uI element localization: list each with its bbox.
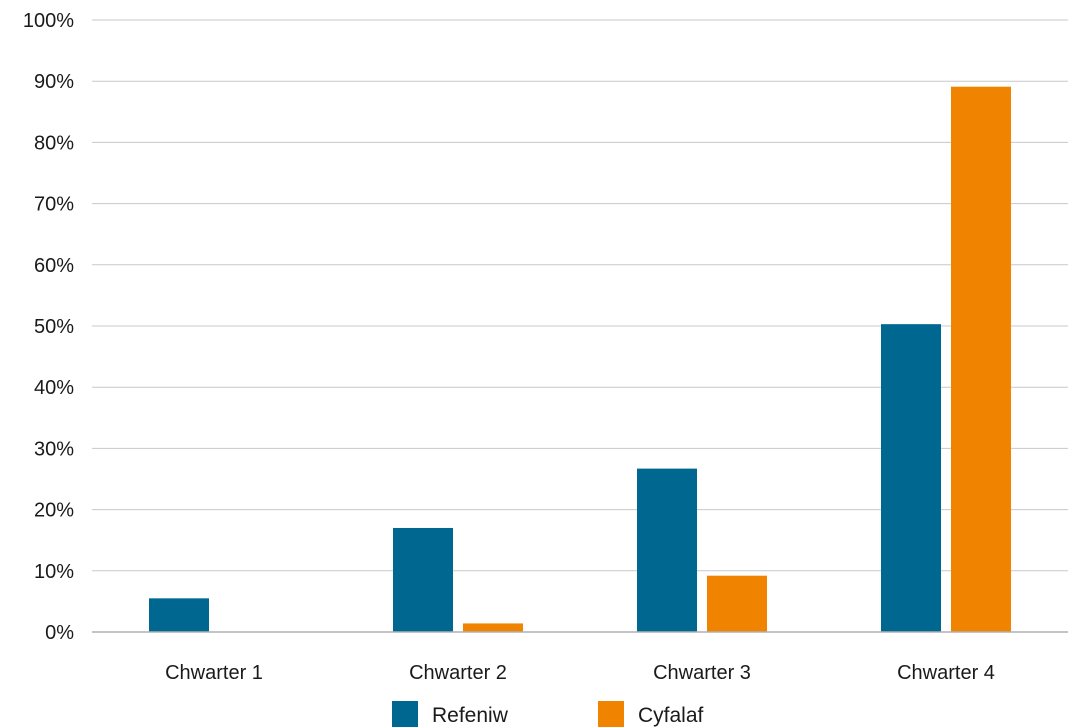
- bar-refeniw-1: [149, 598, 209, 632]
- legend-swatch-refeniw: [392, 701, 418, 727]
- y-axis-labels: 0% 10% 20% 30% 40% 50% 60% 70% 80% 90% 100%: [23, 10, 74, 644]
- y-tick-label: 10%: [34, 561, 74, 583]
- bar-refeniw-4: [881, 324, 941, 632]
- bar-refeniw-2: [393, 527, 453, 632]
- y-tick-label: 80%: [34, 132, 74, 154]
- y-tick-label: 0%: [45, 622, 74, 644]
- y-tick-label: 90%: [34, 71, 74, 93]
- legend-label-refeniw: Refeniw: [432, 704, 509, 727]
- y-tick-label: 70%: [34, 194, 74, 216]
- y-tick-label: 60%: [34, 255, 74, 277]
- y-tick-label: 50%: [34, 316, 74, 338]
- legend: Refeniw Cyfalaf: [392, 701, 704, 727]
- gridlines: [92, 19, 1068, 572]
- legend-label-cyfalaf: Cyfalaf: [638, 704, 704, 727]
- y-tick-label: 40%: [34, 377, 74, 399]
- x-tick-label: Chwarter 2: [409, 662, 507, 684]
- x-tick-label: Chwarter 1: [165, 662, 263, 684]
- bar-cyfalaf-3: [707, 575, 767, 632]
- legend-swatch-cyfalaf: [598, 701, 624, 727]
- x-tick-label: Chwarter 3: [653, 662, 751, 684]
- y-tick-label: 20%: [34, 500, 74, 522]
- bar-cyfalaf-4: [951, 86, 1011, 632]
- bars: [149, 86, 1011, 632]
- x-axis-labels: Chwarter 1 Chwarter 2 Chwarter 3 Chwarter 4: [165, 662, 995, 684]
- x-tick-label: Chwarter 4: [897, 662, 995, 684]
- y-tick-label: 30%: [34, 438, 74, 460]
- bar-refeniw-3: [637, 468, 697, 632]
- bar-cyfalaf-2: [463, 623, 523, 632]
- y-tick-label: 100%: [23, 10, 74, 32]
